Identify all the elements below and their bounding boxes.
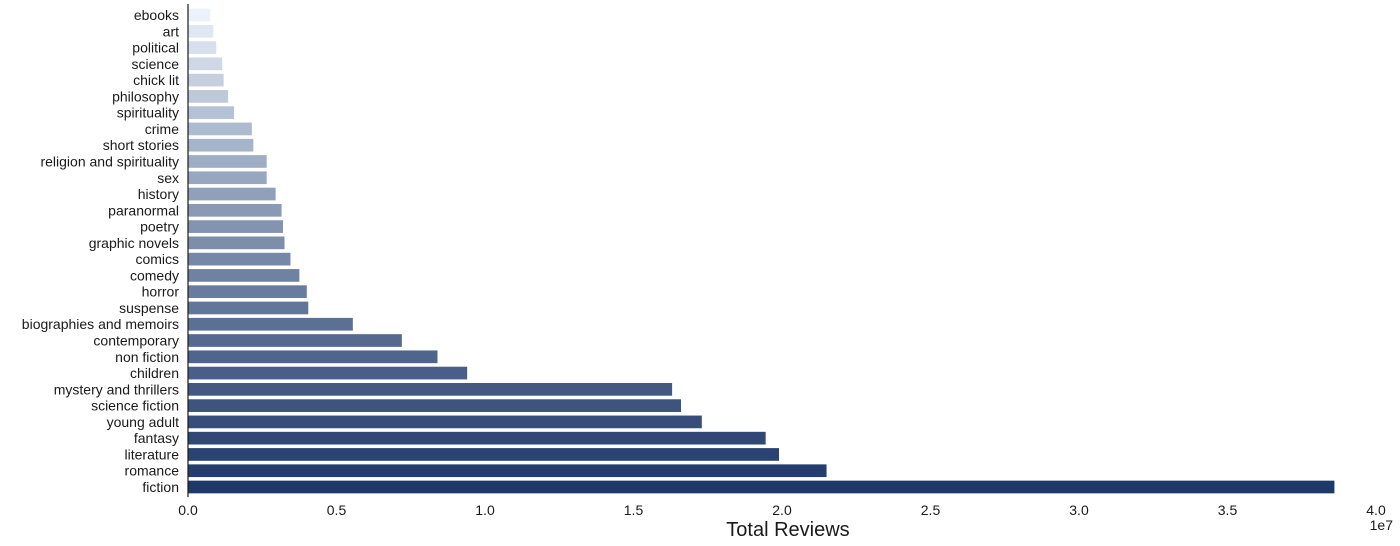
- category-label: comedy: [130, 267, 179, 283]
- category-label: comics: [135, 251, 179, 267]
- x-tick-label: 3.5: [1218, 502, 1238, 518]
- x-tick-label: 2.0: [772, 502, 792, 518]
- category-label: spirituality: [117, 105, 179, 121]
- category-label: horror: [142, 284, 180, 300]
- category-label: non fiction: [115, 349, 179, 365]
- category-label: political: [132, 40, 179, 56]
- bar-sex: [188, 171, 267, 185]
- bar-spirituality: [188, 106, 235, 120]
- bar-horror: [188, 285, 307, 299]
- bar-graphic-novels: [188, 236, 285, 250]
- category-label: science fiction: [91, 398, 179, 414]
- bar-contemporary: [188, 334, 402, 347]
- category-label: chick lit: [133, 72, 179, 88]
- category-label: sex: [157, 170, 179, 186]
- bar-mystery-and-thrillers: [188, 383, 673, 396]
- bar-young-adult: [188, 415, 702, 429]
- bar-crime: [188, 122, 252, 136]
- category-label: ebooks: [134, 7, 179, 23]
- x-tick-label: 0.5: [327, 502, 347, 518]
- bar-poetry: [188, 220, 284, 233]
- bar-literature: [188, 448, 780, 461]
- bar-suspense: [188, 301, 309, 315]
- category-label: suspense: [119, 300, 179, 316]
- category-label: paranormal: [108, 202, 179, 218]
- x-axis-title: Total Reviews: [726, 519, 849, 541]
- category-label: history: [138, 186, 179, 202]
- x-tick-label: 1.5: [624, 502, 644, 518]
- bar-fiction: [188, 480, 1335, 494]
- bar-science: [188, 57, 223, 71]
- x-axis-offset-label: 1e7: [1370, 517, 1394, 533]
- bar-comedy: [188, 269, 300, 282]
- x-tick-labels-group: 0.0 0.5 1.0 1.5 2.0 2.5 3.0 3.5 4.0: [178, 502, 1386, 518]
- bar-paranormal: [188, 203, 282, 217]
- category-label: graphic novels: [89, 235, 179, 251]
- bar-political: [188, 41, 217, 54]
- category-label: poetry: [140, 219, 179, 235]
- bar-biographies-and-memoirs: [188, 317, 353, 331]
- bars-group: [188, 8, 1335, 494]
- bar-short-stories: [188, 138, 254, 152]
- category-label: young adult: [107, 414, 180, 430]
- bar-art: [188, 24, 214, 38]
- bar-history: [188, 187, 276, 201]
- bar-non-fiction: [188, 350, 438, 364]
- category-label: literature: [125, 446, 180, 462]
- bar-children: [188, 366, 468, 380]
- bar-romance: [188, 464, 827, 478]
- bar-ebooks: [188, 8, 211, 22]
- category-label: art: [163, 23, 179, 39]
- x-tick-label: 4.0: [1366, 502, 1386, 518]
- bar-chick-lit: [188, 73, 224, 87]
- category-label: contemporary: [93, 333, 179, 349]
- x-tick-label: 3.0: [1069, 502, 1089, 518]
- category-label: science: [132, 56, 180, 72]
- category-label: mystery and thrillers: [54, 381, 179, 397]
- category-label: romance: [125, 463, 180, 479]
- category-label: philosophy: [112, 88, 179, 104]
- x-tick-label: 1.0: [475, 502, 495, 518]
- x-tick-label: 0.0: [178, 502, 198, 518]
- category-label: fiction: [142, 479, 179, 495]
- bar-comics: [188, 252, 291, 266]
- category-label: short stories: [103, 137, 179, 153]
- bar-science-fiction: [188, 399, 682, 412]
- category-label: religion and spirituality: [40, 153, 179, 169]
- bar-fantasy: [188, 431, 766, 445]
- category-label: fantasy: [134, 430, 179, 446]
- category-label: crime: [145, 121, 179, 137]
- category-label: biographies and memoirs: [22, 316, 179, 332]
- category-label: children: [130, 365, 179, 381]
- x-tick-label: 2.5: [921, 502, 941, 518]
- bar-religion-and-spirituality: [188, 155, 267, 168]
- bar-philosophy: [188, 90, 229, 103]
